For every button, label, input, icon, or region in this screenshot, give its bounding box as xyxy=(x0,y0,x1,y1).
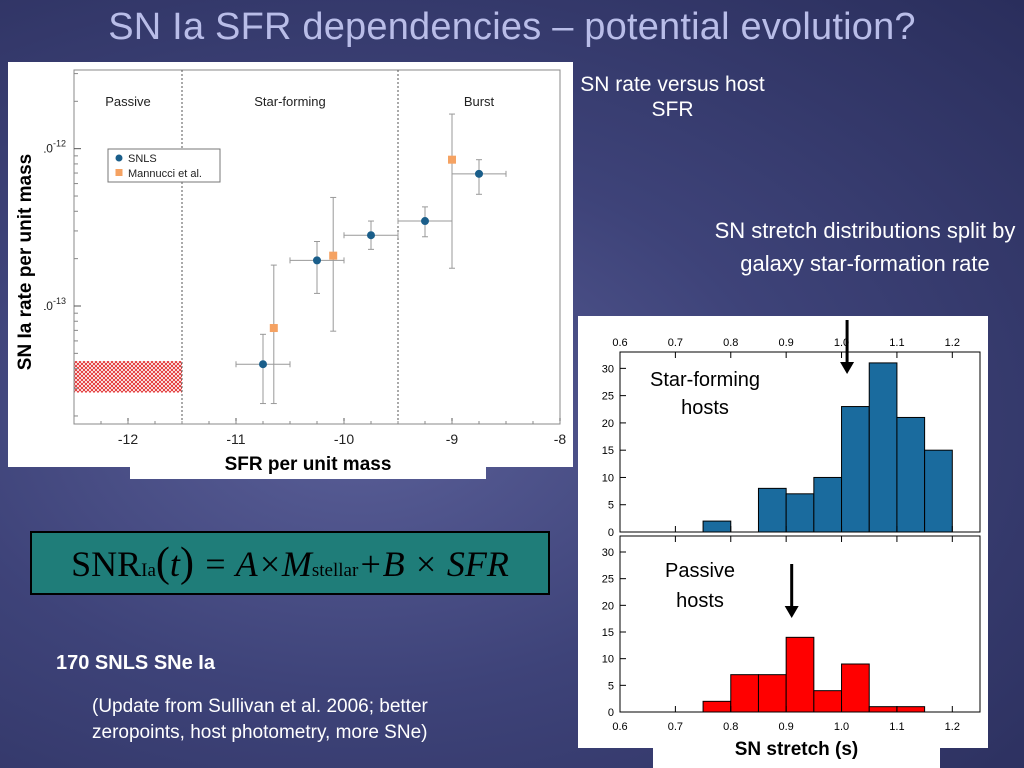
passive-y-tick-label-6: 30 xyxy=(602,547,614,559)
top-x-tick-label-3: 0.9 xyxy=(779,337,794,349)
passive-hist-bar-0 xyxy=(702,700,732,713)
passive-hist-bar-2 xyxy=(757,674,787,713)
snls-point-2 xyxy=(367,231,375,240)
x-tick-label-0: -12 xyxy=(118,431,138,447)
sf-y-tick-label-3: 15 xyxy=(602,445,614,457)
y-axis-label: SN Ia rate per unit mass xyxy=(15,153,36,371)
passive-hist-bar-5 xyxy=(841,663,870,713)
sf-hist-bar-1 xyxy=(702,520,732,533)
top-x-tick-label-4: 1.0 xyxy=(834,337,849,349)
passive-rate-band xyxy=(74,361,182,393)
region-label-1: Star-forming xyxy=(254,94,326,109)
region-label-0: Passive xyxy=(105,94,151,109)
stretch-axis-label: SN stretch (s) xyxy=(653,734,940,768)
top-x-tick-label-5: 1.1 xyxy=(889,337,904,349)
snls-point-0 xyxy=(259,360,267,369)
sf-hist-bar-7 xyxy=(868,362,898,533)
snls-point-1 xyxy=(313,256,321,265)
x-axis-label: SFR per unit mass xyxy=(130,450,486,479)
sf-hist-bar-3 xyxy=(757,487,787,533)
sf-y-tick-label-4: 20 xyxy=(602,418,614,430)
sf-y-tick-label-1: 5 xyxy=(608,500,614,512)
mannucci-point-2 xyxy=(448,155,456,164)
sf-hist-bar-8 xyxy=(896,416,926,533)
passive-hist-bar-6 xyxy=(868,706,898,713)
passive-y-tick-label-3: 15 xyxy=(602,627,614,639)
mannucci-point-0 xyxy=(269,324,278,333)
top-x-tick-label-2: 0.8 xyxy=(723,337,738,349)
passive-y-tick-label-2: 10 xyxy=(602,654,614,666)
region-label-2: Burst xyxy=(464,94,495,109)
rate-vs-sfr-chart: Passive Star-forming Burst -12 -11 -10 -9 -8 10-… xyxy=(8,62,573,467)
x-tick-label-2: -10 xyxy=(334,431,354,447)
sf-mean-arrow-head xyxy=(840,362,855,374)
formula: SNRIa(t) = A×Mstellar+B × SFR xyxy=(71,540,509,586)
legend-mannucci-marker xyxy=(115,169,123,176)
passive-y-tick-label-1: 5 xyxy=(608,680,614,692)
x-tick-label-1: -11 xyxy=(226,431,245,447)
sf-hist-bar-6 xyxy=(841,406,870,533)
stretch-histograms: 0 5 10 15 20 25 30 0 5 10 15 20 25 30 0.6 0.7 0.8 0.9 1.0 1… xyxy=(578,316,988,748)
top-x-tick-label-6: 1.2 xyxy=(945,337,960,349)
bottom-x-tick-label-6: 1.2 xyxy=(945,721,960,733)
passive-y-tick-label-5: 25 xyxy=(602,574,614,586)
sf-hist-bar-4 xyxy=(785,493,815,533)
formula-t: t xyxy=(169,544,180,584)
top-x-tick-label-1: 0.7 xyxy=(668,337,683,349)
rate-note: SN rate versus host SFR xyxy=(580,73,765,121)
y-axis-label-box xyxy=(8,110,44,413)
sf-hist-bar-5 xyxy=(813,476,843,533)
passive-y-tick-label-0: 0 xyxy=(608,707,614,719)
histogram-svg: 0 5 10 15 20 25 30 0 5 10 15 20 25 30 0.6 0.7 0.8 0.9 1.0 1… xyxy=(602,320,981,733)
bottom-x-tick-label-1: 0.7 xyxy=(668,721,683,733)
formula-ia-subscript: Ia xyxy=(141,560,156,581)
bottom-x-tick-label-4: 1.0 xyxy=(834,721,849,733)
bottom-x-tick-label-3: 0.9 xyxy=(779,721,794,733)
passive-hist-bar-1 xyxy=(730,674,759,713)
sf-hist-bar-9 xyxy=(924,449,953,533)
sf-y-tick-label-6: 30 xyxy=(602,363,614,375)
passive-mean-arrow-head xyxy=(784,606,799,618)
update-note: (Update from Sullivan et al. 2006; bette… xyxy=(92,696,428,743)
snls-point-3 xyxy=(421,217,429,226)
legend-snls-label: SNLS xyxy=(128,153,157,165)
star-forming-hosts-label: Star-forming hosts xyxy=(649,369,761,419)
sample-count: 170 SNLS SNe Ia xyxy=(56,652,215,674)
x-tick-label-3: -9 xyxy=(446,431,459,447)
legend-box xyxy=(107,148,221,183)
formula-sfr-term: +B × SFR xyxy=(358,544,509,584)
bottom-x-tick-label-2: 0.8 xyxy=(723,721,738,733)
passive-hist-bar-7 xyxy=(896,706,926,713)
passive-hist-bar-3 xyxy=(785,636,815,713)
formula-box: SNRIa(t) = A×Mstellar+B × SFR xyxy=(30,531,550,595)
formula-mass-term: = A×M xyxy=(202,544,312,584)
passive-hosts-label: Passive hosts xyxy=(664,560,736,612)
sf-y-tick-label-5: 25 xyxy=(602,391,614,403)
passive-y-tick-label-4: 20 xyxy=(602,600,614,612)
bottom-x-tick-label-0: 0.6 xyxy=(612,721,627,733)
passive-panel-frame xyxy=(619,535,981,713)
legend-mannucci-label: Mannucci et al. xyxy=(128,168,202,180)
sf-y-tick-label-2: 10 xyxy=(602,472,614,484)
formula-stellar-subscript: stellar xyxy=(311,560,359,581)
top-x-tick-label-0: 0.6 xyxy=(612,337,627,349)
bottom-x-tick-label-5: 1.1 xyxy=(889,721,904,733)
sf-y-tick-label-0: 0 xyxy=(608,527,614,539)
mannucci-point-1 xyxy=(329,251,338,260)
formula-snr: SNR xyxy=(71,544,142,584)
slide-title: SN Ia SFR dependencies – potential evolu… xyxy=(108,6,916,48)
legend-snls-marker xyxy=(115,154,123,162)
stretch-note: SN stretch distributions split by galaxy… xyxy=(714,218,1016,276)
passive-hist-bar-4 xyxy=(813,690,843,713)
snls-point-4 xyxy=(475,169,483,178)
rate-chart-svg: Passive Star-forming Burst-12 -11 -10 -9 -810-… xyxy=(40,69,567,447)
x-tick-label-4: -8 xyxy=(554,431,567,447)
sf-panel-frame xyxy=(619,351,981,533)
